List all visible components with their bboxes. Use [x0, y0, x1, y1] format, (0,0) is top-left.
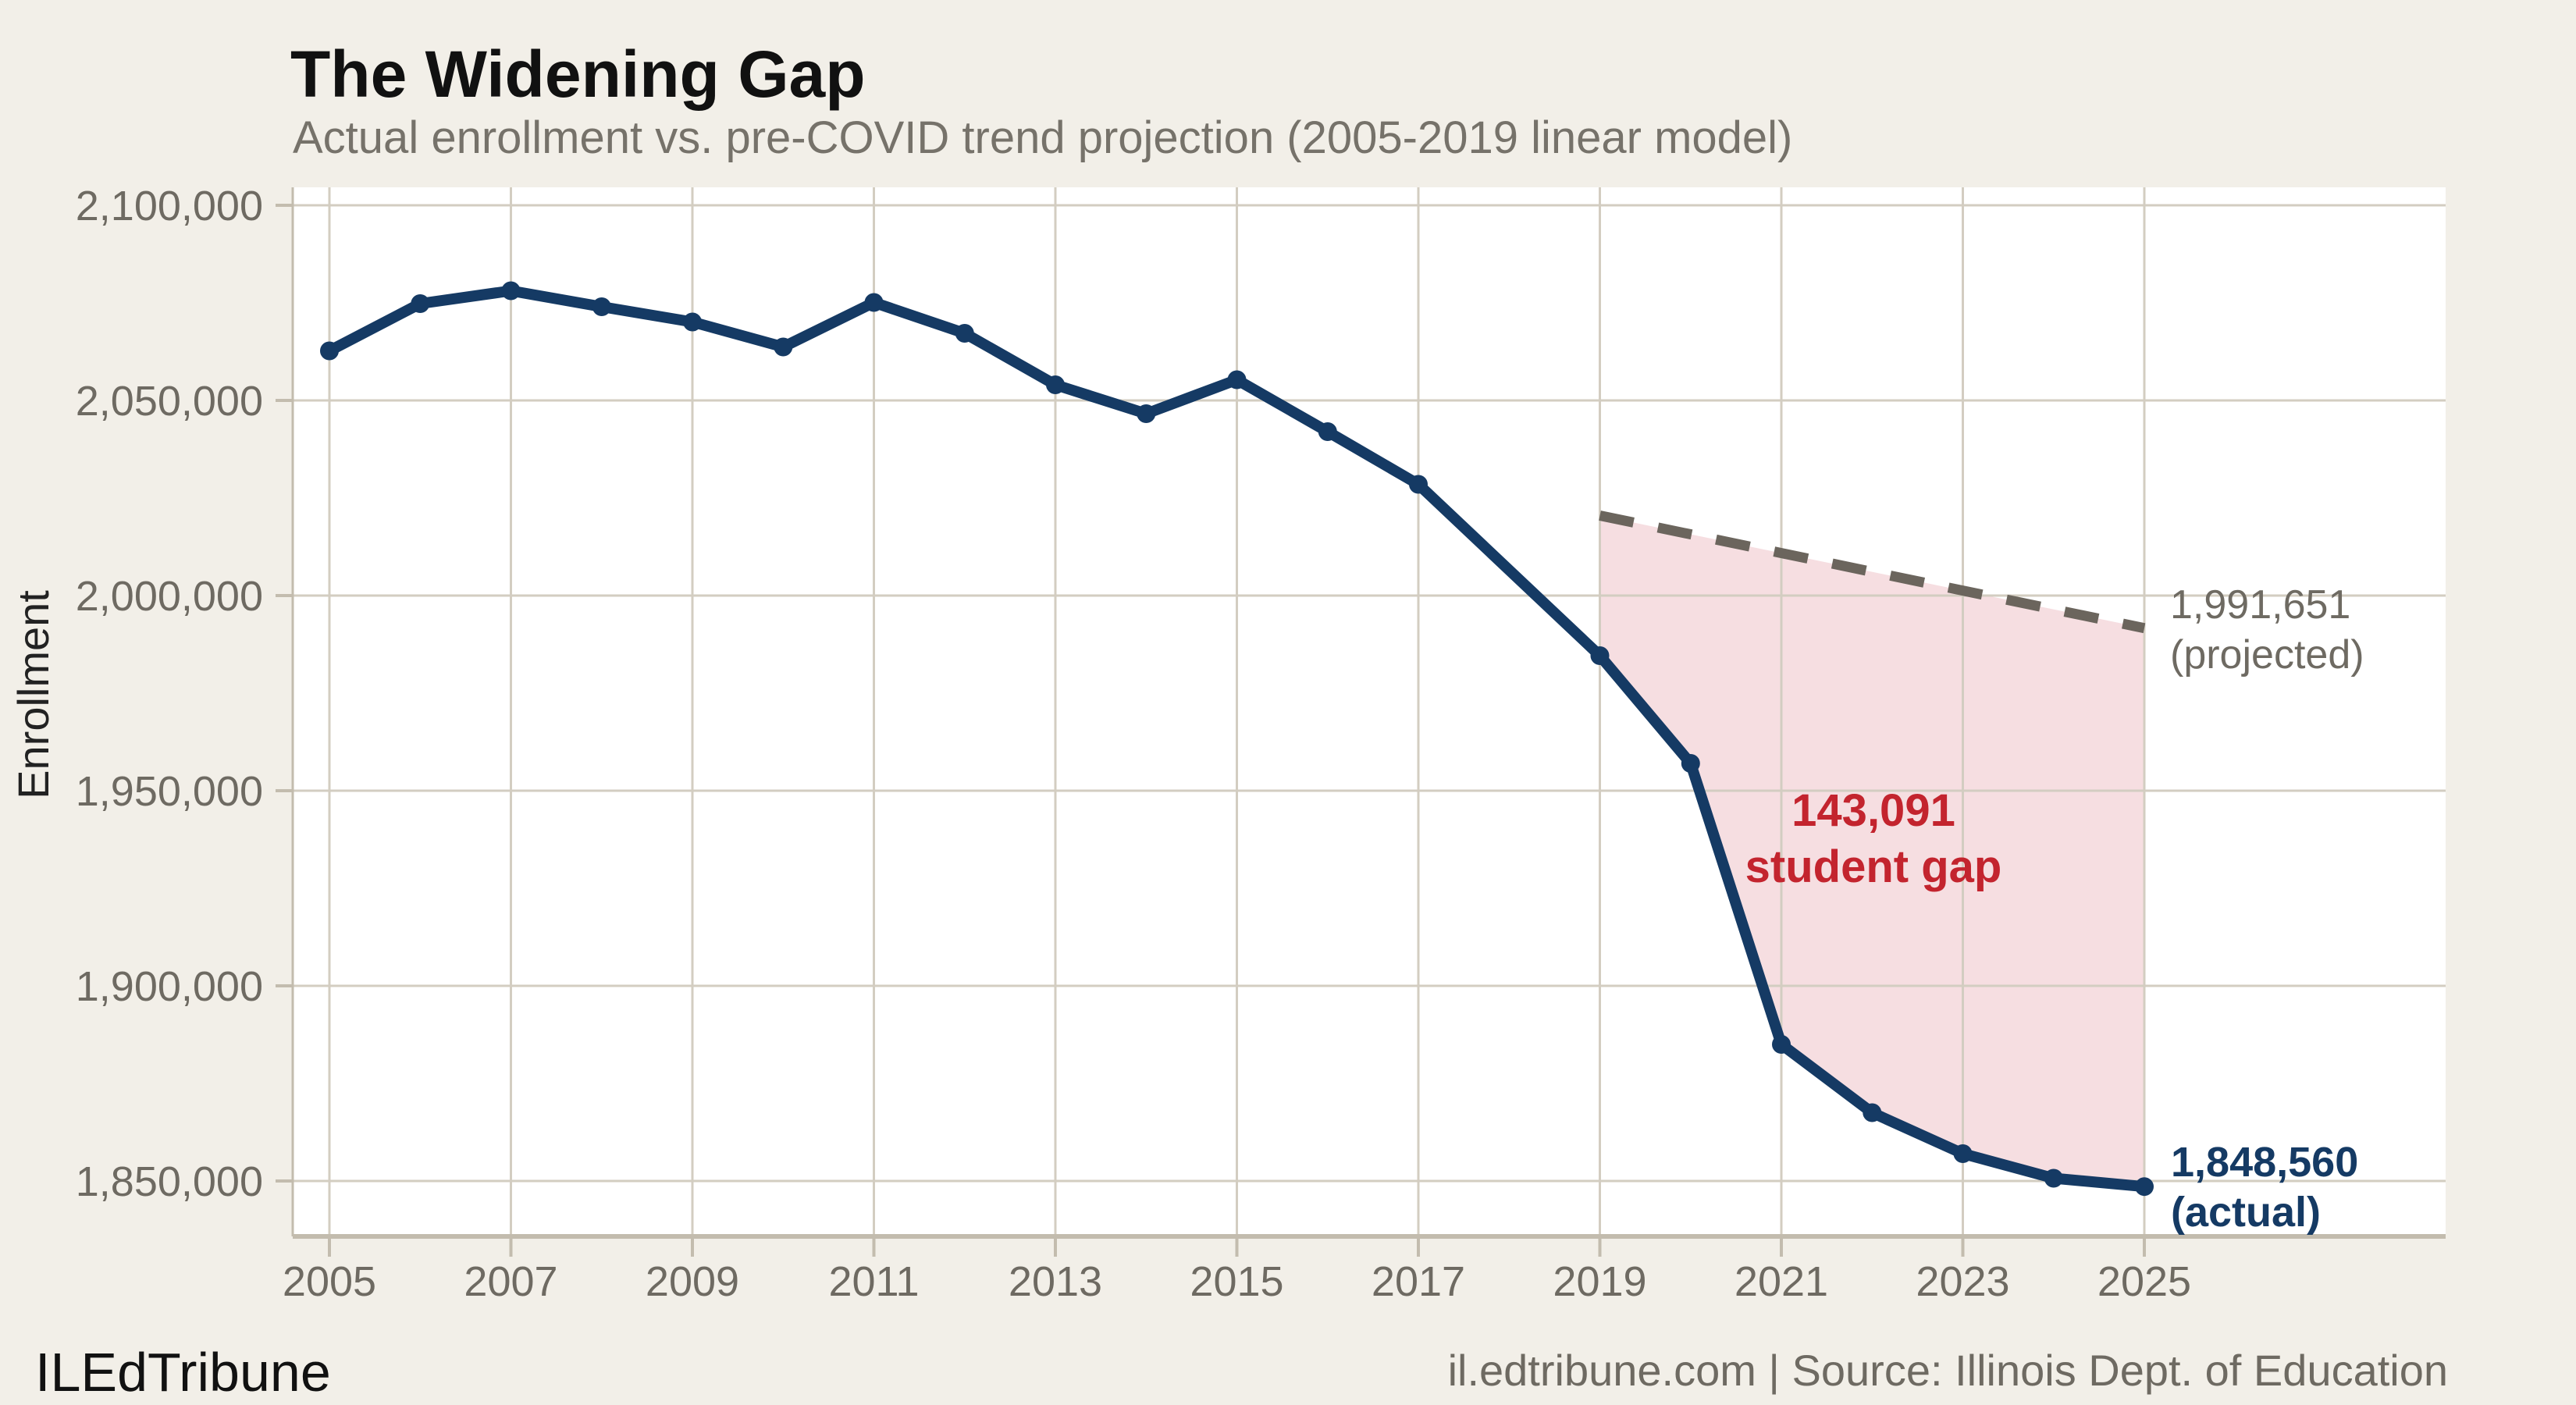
data-point-2015: [1227, 370, 1247, 389]
y-tick-label-1850000: 1,850,000: [76, 1158, 263, 1205]
y-tick-label-2000000: 2,000,000: [76, 573, 263, 620]
x-tick-label-2019: 2019: [1553, 1258, 1646, 1305]
x-tick-label-2009: 2009: [646, 1258, 739, 1305]
x-tick-label-2007: 2007: [464, 1258, 557, 1305]
gap-value-label: 143,091: [1791, 785, 1955, 836]
data-point-2022: [1863, 1103, 1882, 1122]
y-axis-label: Enrollment: [9, 590, 58, 799]
data-point-2021: [1772, 1035, 1791, 1054]
gap-shaded-region: [1599, 515, 2144, 1187]
projected-caption-annotation: (projected): [2170, 632, 2364, 678]
x-tick-label-2015: 2015: [1190, 1258, 1283, 1305]
data-point-2011: [864, 293, 884, 312]
x-tick-label-2013: 2013: [1009, 1258, 1102, 1305]
gap-shaded-region-layer: [1599, 515, 2144, 1187]
data-point-2012: [955, 324, 974, 343]
actual-enrollment-line: [324, 285, 2150, 1193]
actual-value-annotation: 1,848,560: [2171, 1139, 2358, 1186]
footer-brand: ILEdTribune: [35, 1342, 331, 1403]
x-tick-label-2005: 2005: [283, 1258, 376, 1305]
data-point-2006: [411, 294, 430, 313]
projected-trend-line: [1599, 510, 2146, 634]
chart-subtitle: Actual enrollment vs. pre-COVID trend pr…: [293, 112, 1792, 163]
x-tick-label-2017: 2017: [1372, 1258, 1465, 1305]
axis-spine-layer: [276, 187, 2446, 1257]
data-point-layer: [320, 281, 2154, 1197]
data-point-2009: [683, 312, 702, 332]
tick-label-layer: 2005 2007 2009 2011 2013 2015 2017 2019 2021 2023…: [76, 183, 2191, 1305]
data-point-2007: [501, 281, 521, 301]
x-tick-label-2011: 2011: [828, 1258, 919, 1305]
data-point-2017: [1409, 475, 1428, 494]
data-point-2013: [1046, 375, 1065, 394]
x-tick-label-2025: 2025: [2097, 1258, 2191, 1305]
data-point-2005: [320, 341, 339, 361]
footer-source: il.edtribune.com | Source: Illinois Dept…: [1448, 1346, 2448, 1395]
projected-line-layer: [1599, 510, 2146, 634]
chart-title: The Widening Gap: [290, 37, 866, 111]
data-point-2019: [1590, 646, 1610, 665]
projected-value-annotation: 1,991,651: [2170, 582, 2350, 628]
y-tick-label-1900000: 1,900,000: [76, 963, 263, 1010]
y-tick-label-2050000: 2,050,000: [76, 378, 263, 425]
gridline-layer: [293, 187, 2446, 1236]
data-point-2008: [592, 297, 611, 316]
y-tick-label-1950000: 1,950,000: [76, 768, 263, 815]
actual-line-layer: [324, 285, 2150, 1193]
x-tick-label-2023: 2023: [1916, 1258, 2009, 1305]
data-point-2024: [2044, 1168, 2063, 1188]
x-tick-label-2021: 2021: [1735, 1258, 1828, 1305]
data-point-2025: [2135, 1177, 2154, 1197]
data-point-2016: [1318, 422, 1337, 441]
data-point-2014: [1137, 404, 1156, 423]
actual-caption-annotation: (actual): [2171, 1189, 2321, 1236]
data-point-2010: [774, 337, 793, 357]
data-point-2020: [1681, 754, 1700, 773]
data-point-2023: [1953, 1144, 1973, 1163]
gap-caption-label: student gap: [1745, 841, 2002, 892]
y-tick-label-2100000: 2,100,000: [76, 183, 263, 229]
